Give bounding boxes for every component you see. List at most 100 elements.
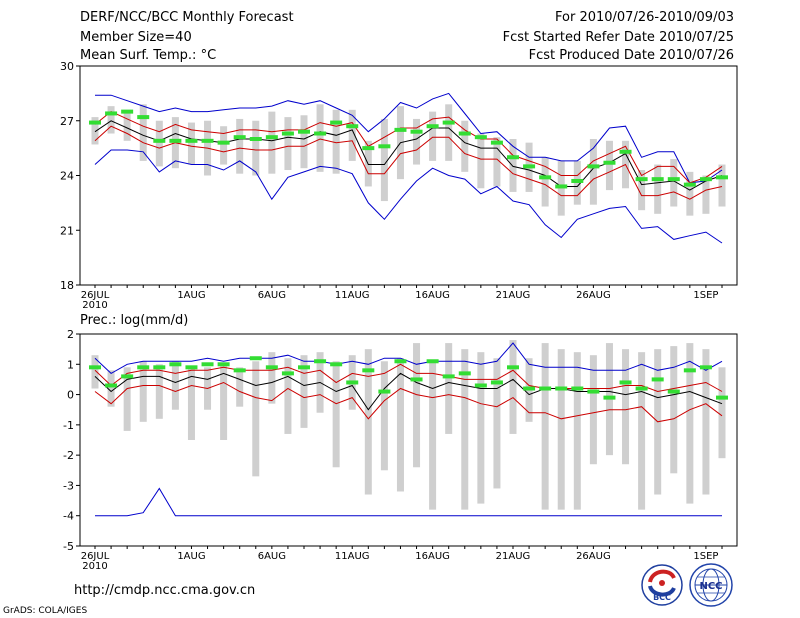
ncc-logo-text: NCC — [699, 581, 722, 592]
ensemble-box — [187, 122, 195, 165]
x-tick-label: 1SEP — [693, 290, 718, 301]
forecast-marker — [378, 144, 391, 149]
ensemble-box — [139, 104, 147, 161]
forecast-marker — [249, 356, 262, 361]
chart-title: DERF/NCC/BCC Monthly Forecast — [80, 10, 294, 25]
forecast-marker — [89, 120, 101, 125]
y-tick-label: -1 — [63, 419, 74, 432]
forecast-marker — [603, 395, 616, 400]
forecast-marker — [394, 127, 407, 132]
x-tick-label: 11AUG — [335, 290, 370, 301]
ensemble-box — [380, 361, 388, 471]
forecast-marker — [716, 175, 728, 180]
forecast-marker — [169, 362, 182, 367]
ensemble-box — [364, 349, 372, 495]
ensemble-box — [605, 140, 613, 191]
forecast-marker — [378, 389, 391, 394]
bcc-logo-text: BCC — [653, 593, 671, 602]
forecast-marker — [683, 182, 696, 187]
ensemble-box — [155, 120, 163, 167]
lower-spread-line — [94, 381, 723, 423]
forecast-marker — [555, 386, 568, 391]
x-tick-label: 11AUG — [335, 551, 370, 562]
forecast-marker — [265, 135, 278, 140]
x-tick-label: 26JUL — [81, 551, 110, 562]
forecast-marker — [121, 109, 134, 114]
forecast-marker — [281, 371, 294, 376]
ensemble-box — [300, 115, 308, 169]
ensemble-box — [573, 352, 581, 510]
ensemble-box — [220, 364, 228, 440]
x-tick-label: 26AUG — [576, 551, 611, 562]
x-tick-label: 1SEP — [693, 551, 718, 562]
ensemble-box — [268, 352, 276, 404]
ensemble-box — [702, 175, 710, 214]
ensemble-box — [236, 367, 244, 407]
forecast-marker — [217, 362, 230, 367]
source-url[interactable]: http://cmdp.ncc.cma.gov.cn — [74, 583, 256, 598]
forecast-marker — [410, 129, 423, 134]
ensemble-box — [413, 118, 421, 165]
x-tick-label: 1AUG — [177, 290, 205, 301]
ensemble-box — [654, 164, 662, 214]
ensemble-box — [380, 118, 388, 202]
y-tick-label: 30 — [60, 60, 74, 73]
ensemble-box — [461, 349, 469, 510]
forecast-marker — [201, 362, 214, 367]
forecast-marker — [619, 380, 632, 385]
x-tick-label: 16AUG — [415, 290, 450, 301]
ensemble-box — [686, 343, 694, 504]
min-line — [95, 487, 722, 517]
x-tick-label: 21AUG — [496, 290, 531, 301]
ensemble-box — [638, 352, 646, 510]
ensemble-box — [686, 171, 694, 216]
forecast-marker — [474, 135, 487, 140]
lower-spread-line — [94, 125, 723, 200]
forecast-marker — [233, 368, 246, 373]
member-size: Member Size=40 — [80, 30, 192, 45]
x-tick-label: 2010 — [82, 300, 107, 311]
x-tick-label: 6AUG — [258, 551, 286, 562]
ensemble-box — [284, 117, 292, 171]
forecast-marker — [137, 115, 150, 120]
ensemble-box — [429, 111, 437, 161]
forecast-marker — [362, 146, 375, 151]
forecast-marker — [523, 164, 536, 169]
forecast-marker — [490, 380, 503, 385]
forecast-marker — [153, 365, 166, 370]
forecast-marker — [507, 155, 519, 160]
ensemble-box — [413, 343, 421, 468]
bcc-logo: BCC — [641, 564, 683, 606]
forecast-marker — [185, 365, 198, 370]
forecast-marker — [539, 386, 552, 391]
forecast-marker — [265, 365, 278, 370]
y-tick-label: 27 — [60, 115, 74, 128]
ensemble-box — [718, 164, 726, 207]
forecast-marker — [105, 111, 118, 116]
fcst-started-date: Fcst Started Refer Date 2010/07/25 — [502, 30, 734, 45]
max-line — [94, 342, 723, 375]
ncc-logo: NCC — [689, 563, 733, 607]
forecast-marker — [121, 374, 134, 379]
upper-spread-line — [94, 363, 723, 393]
ensemble-box — [284, 358, 292, 434]
forecast-marker — [137, 365, 150, 370]
ensemble-box — [91, 355, 99, 389]
ensemble-box — [268, 111, 276, 174]
ensemble-box — [557, 349, 565, 510]
max-line — [95, 92, 723, 184]
forecast-marker — [169, 138, 182, 143]
ensemble-box — [139, 361, 147, 422]
forecast-marker — [490, 140, 503, 145]
forecast-marker — [330, 362, 343, 367]
fcst-produced-date: Fcst Produced Date 2010/07/26 — [528, 48, 734, 63]
forecast-marker — [523, 386, 536, 391]
ensemble-box — [541, 343, 549, 510]
y-tick-label: 1 — [67, 358, 74, 371]
forecast-marker — [458, 371, 471, 376]
ensemble-box — [461, 120, 469, 172]
y-tick-label: 21 — [60, 224, 74, 237]
upper-spread-line — [94, 111, 723, 184]
y-tick-label: 24 — [60, 170, 74, 183]
